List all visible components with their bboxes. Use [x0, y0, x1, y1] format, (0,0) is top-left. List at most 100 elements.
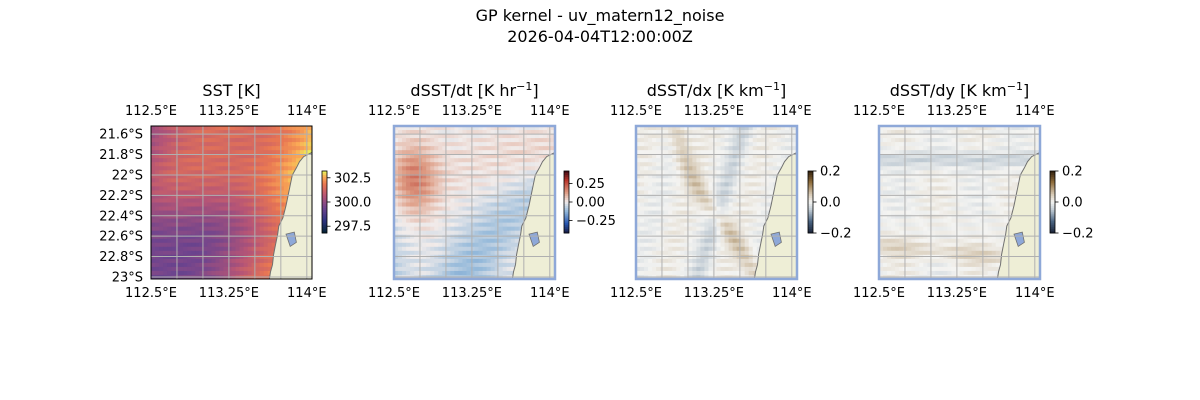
heatmap-cell [446, 242, 451, 248]
heatmap-cell [502, 254, 508, 260]
heatmap-cell [267, 126, 273, 131]
heatmap-cell [438, 146, 443, 151]
heatmap-cell [414, 262, 419, 268]
heatmap-cell [672, 182, 677, 187]
heatmap-cell [518, 174, 524, 179]
heatmap-cell [247, 190, 253, 195]
heatmap-cell [760, 178, 766, 183]
heatmap-cell [692, 194, 697, 199]
heatmap-cell [219, 270, 224, 276]
heatmap-cell [704, 234, 709, 240]
heatmap-cell [514, 210, 520, 216]
heatmap-cell [652, 222, 657, 228]
heatmap-cell [728, 158, 734, 163]
heatmap-cell [732, 214, 738, 220]
heatmap-cell [231, 126, 237, 131]
heatmap-cell [151, 226, 156, 232]
heatmap-cell [708, 250, 713, 256]
heatmap-cell [700, 130, 705, 135]
heatmap-cell [231, 154, 237, 159]
heatmap-cell [692, 242, 697, 248]
heatmap-cell [183, 182, 188, 187]
heatmap-cell [227, 206, 233, 212]
heatmap-cell [891, 126, 896, 131]
heatmap-cell [402, 154, 407, 159]
heatmap-cell [287, 142, 293, 147]
heatmap-cell [406, 242, 411, 248]
heatmap-cell [223, 214, 228, 220]
heatmap-cell [664, 174, 669, 179]
heatmap-cell [394, 146, 399, 151]
heatmap-cell [684, 202, 689, 208]
heatmap-cell [947, 138, 952, 143]
heatmap-cell [498, 226, 504, 232]
heatmap-cell [235, 166, 241, 171]
heatmap-cell [720, 198, 726, 203]
heatmap-cell [708, 146, 713, 151]
heatmap-cell [696, 266, 701, 272]
heatmap-cell [227, 194, 233, 199]
heatmap-cell [227, 222, 233, 228]
heatmap-cell [744, 166, 750, 171]
heatmap-cell [211, 266, 216, 272]
heatmap-cell [732, 234, 738, 240]
heatmap-cell [235, 234, 241, 240]
heatmap-cell [430, 166, 435, 171]
heatmap-cell [668, 126, 673, 131]
heatmap-cell [171, 154, 176, 159]
heatmap-cell [518, 218, 524, 224]
heatmap-cell [215, 178, 220, 183]
heatmap-cell [692, 266, 697, 272]
heatmap-cell [664, 254, 669, 260]
heatmap-cell [640, 186, 645, 191]
heatmap-cell [163, 186, 168, 191]
heatmap-cell [203, 222, 208, 228]
heatmap-cell [672, 198, 677, 203]
heatmap-cell [656, 254, 661, 260]
heatmap-cell [724, 210, 730, 216]
heatmap-cell [494, 226, 500, 232]
heatmap-cell [275, 158, 281, 163]
heatmap-cell [195, 266, 200, 272]
heatmap-cell [732, 250, 738, 256]
heatmap-cell [406, 210, 411, 216]
heatmap-cell [522, 166, 528, 171]
heatmap-cell [183, 250, 188, 256]
heatmap-cell [979, 138, 985, 143]
heatmap-cell [664, 162, 669, 167]
heatmap-cell [438, 206, 443, 212]
heatmap-cell [708, 206, 713, 212]
heatmap-cell [462, 186, 467, 191]
heatmap-cell [410, 134, 415, 139]
heatmap-cell [211, 138, 216, 143]
heatmap-cell [279, 186, 285, 191]
heatmap-cell [207, 162, 212, 167]
heatmap-cell [438, 234, 443, 240]
heatmap-cell [243, 142, 249, 147]
heatmap-cell [676, 246, 681, 252]
heatmap-cell [636, 230, 641, 236]
heatmap-cell [398, 178, 403, 183]
heatmap-cell [251, 190, 257, 195]
heatmap-cell [219, 158, 224, 163]
heatmap-cell [975, 130, 981, 135]
heatmap-cell [510, 250, 516, 256]
heatmap-cell [744, 250, 750, 256]
heatmap-cell [402, 258, 407, 264]
heatmap-cell [195, 142, 200, 147]
colorbar-segment [322, 183, 327, 186]
heatmap-cell [708, 258, 713, 264]
heatmap-cell [644, 150, 649, 155]
heatmap-cell [223, 190, 228, 195]
heatmap-cell [696, 194, 701, 199]
heatmap-cell [756, 190, 762, 195]
heatmap-cell [688, 222, 693, 228]
heatmap-cell [716, 266, 722, 272]
heatmap-cell [251, 174, 257, 179]
heatmap-cell [414, 174, 419, 179]
heatmap-cell [394, 142, 399, 147]
heatmap-cell [155, 270, 160, 276]
heatmap-cell [696, 246, 701, 252]
heatmap-cell [644, 186, 649, 191]
heatmap-cell [684, 218, 689, 224]
